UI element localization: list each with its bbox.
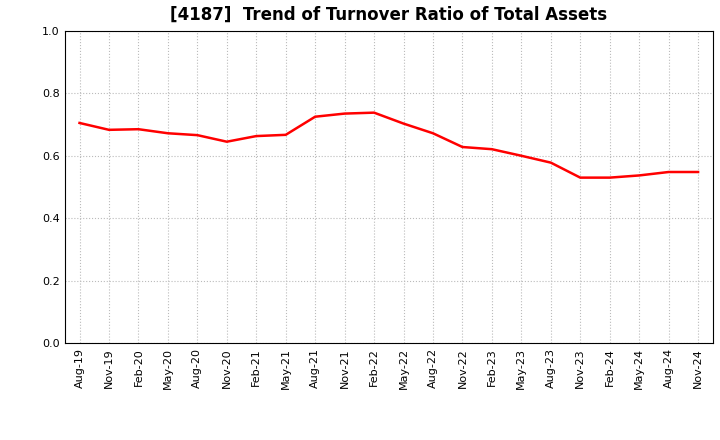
- Title: [4187]  Trend of Turnover Ratio of Total Assets: [4187] Trend of Turnover Ratio of Total …: [170, 6, 608, 24]
